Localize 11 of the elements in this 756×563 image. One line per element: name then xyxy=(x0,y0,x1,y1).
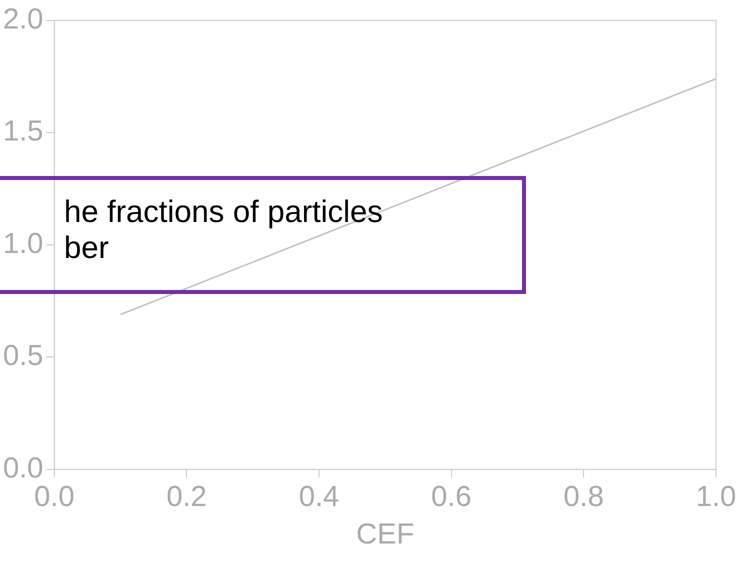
y-tick-label: 1.0 xyxy=(2,228,44,260)
x-axis-title: CEF xyxy=(356,518,414,551)
annotation: he fractions of particles ber xyxy=(64,194,383,265)
x-tick-label: 0.6 xyxy=(431,480,472,513)
x-tick-label: 0.2 xyxy=(166,480,207,513)
x-tick-label: 0.8 xyxy=(564,480,604,513)
y-tick-label: 1.5 xyxy=(2,116,44,148)
x-tick-label: 0.4 xyxy=(298,480,340,513)
y-tick-label: 0.5 xyxy=(2,340,44,372)
y-tick-label: 2.0 xyxy=(2,3,44,36)
x-tick-label: 1.0 xyxy=(696,480,736,513)
